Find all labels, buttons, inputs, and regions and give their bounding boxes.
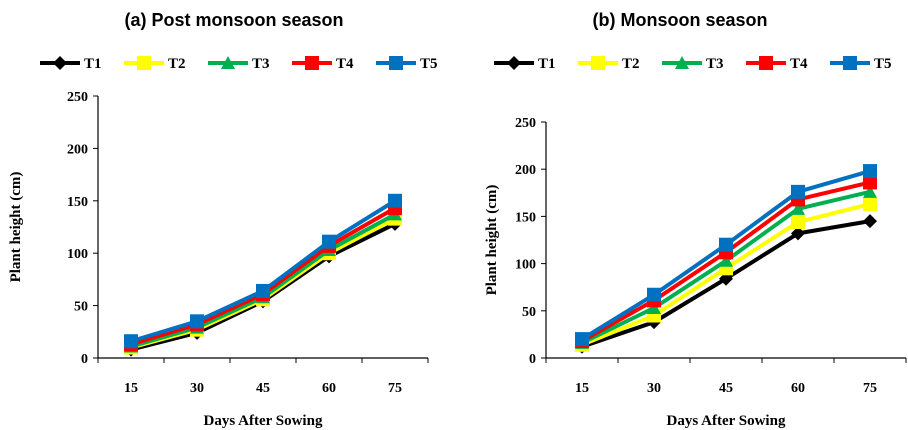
chart-post-monsoon: (a) Post monsoon season T1 T2 T3 T4 T5 0 50 100 1…	[8, 10, 438, 429]
x-tick-label: 45	[256, 381, 270, 396]
legend-label-t4: T4	[790, 56, 808, 72]
legend-label-t4: T4	[336, 56, 354, 72]
data-point-t3	[791, 201, 805, 215]
chart-panel-monsoon: (b) Monsoon season T1 T2 T3 T4 T5 0 50 100 150 200…	[454, 0, 908, 430]
y-tick-label: 100	[515, 258, 536, 273]
y-tick-label: 50	[74, 300, 88, 315]
data-point-t5	[322, 234, 336, 249]
x-tick-label: 15	[575, 381, 589, 396]
y-tick-label: 250	[67, 90, 88, 105]
y-tick-label: 100	[67, 247, 88, 262]
legend-label-t1: T1	[84, 56, 102, 72]
legend-marker-t4	[759, 56, 773, 70]
x-tick-label: 60	[791, 381, 805, 396]
x-tick-label: 30	[647, 381, 661, 396]
data-point-t5	[575, 332, 589, 347]
data-point-t5	[647, 287, 661, 302]
chart-panel-post-monsoon: (a) Post monsoon season T1 T2 T3 T4 T5 0 50 100 1…	[8, 10, 438, 429]
data-point-t5	[388, 193, 402, 208]
data-point-t5	[190, 314, 204, 329]
legend-label-t5: T5	[874, 56, 892, 72]
monsoon-series-t2	[575, 197, 877, 352]
data-point-t4	[863, 175, 877, 190]
x-tick-label: 75	[863, 381, 877, 396]
monsoon-series-t1	[575, 214, 877, 354]
data-point-t1	[863, 214, 877, 229]
data-point-t5	[256, 283, 270, 298]
y-tick-label: 150	[67, 195, 88, 210]
series-line-t3	[130, 212, 396, 349]
x-axis-label: Days After Sowing	[204, 413, 323, 429]
y-tick-label: 250	[515, 116, 536, 131]
data-point-t1	[791, 226, 805, 241]
legend: T1 T2 T3 T4 T5	[494, 56, 892, 72]
data-point-t3	[863, 184, 877, 198]
legend-label-t1: T1	[538, 56, 556, 72]
chart-title: (a) Post monsoon season	[124, 10, 343, 30]
series-line-t4	[130, 206, 396, 347]
legend-marker-t2	[137, 56, 151, 70]
y-tick-label: 50	[522, 305, 536, 320]
monsoon-series-t5	[575, 164, 877, 347]
data-point-t3	[647, 300, 661, 314]
y-axis-label: Plant height (cm)	[484, 185, 500, 296]
series-line-t5	[130, 199, 397, 344]
chart-monsoon: (b) Monsoon season T1 T2 T3 T4 T5 0 50 100 150 200…	[484, 10, 907, 429]
y-tick-label: 200	[515, 163, 536, 178]
legend-label-t3: T3	[706, 56, 724, 72]
data-point-t5	[719, 237, 733, 252]
legend-marker-t5	[843, 56, 857, 70]
legend-marker-t2	[591, 56, 605, 70]
legend-marker-t3	[675, 56, 689, 69]
y-tick-label: 150	[515, 210, 536, 225]
y-axis-label: Plant height (cm)	[8, 172, 24, 283]
x-tick-label: 30	[190, 381, 204, 396]
legend-marker-t1	[53, 56, 67, 70]
post-monsoon-series-t5	[124, 193, 402, 349]
legend-marker-t3	[221, 56, 235, 69]
data-point-t3	[719, 253, 733, 267]
legend-marker-t1	[507, 56, 521, 70]
x-tick-label: 75	[388, 381, 402, 396]
legend-label-t5: T5	[420, 56, 438, 72]
data-point-t2	[791, 215, 805, 230]
y-tick-label: 200	[67, 142, 88, 157]
x-axis-label: Days After Sowing	[667, 413, 786, 429]
x-tick-label: 15	[124, 381, 138, 396]
legend-label-t2: T2	[168, 56, 186, 72]
chart-title: (b) Monsoon season	[593, 10, 768, 30]
legend-label-t3: T3	[252, 56, 270, 72]
legend-marker-t5	[389, 56, 403, 70]
x-tick-label: 60	[322, 381, 336, 396]
legend-marker-t4	[305, 56, 319, 70]
data-point-t5	[791, 184, 805, 199]
data-point-t5	[863, 164, 877, 179]
data-point-t5	[124, 334, 138, 349]
y-tick-label: 0	[81, 352, 88, 367]
legend: T1 T2 T3 T4 T5	[40, 56, 438, 72]
legend-label-t2: T2	[622, 56, 640, 72]
y-tick-label: 0	[529, 352, 536, 367]
x-tick-label: 45	[719, 381, 733, 396]
data-point-t2	[863, 197, 877, 212]
